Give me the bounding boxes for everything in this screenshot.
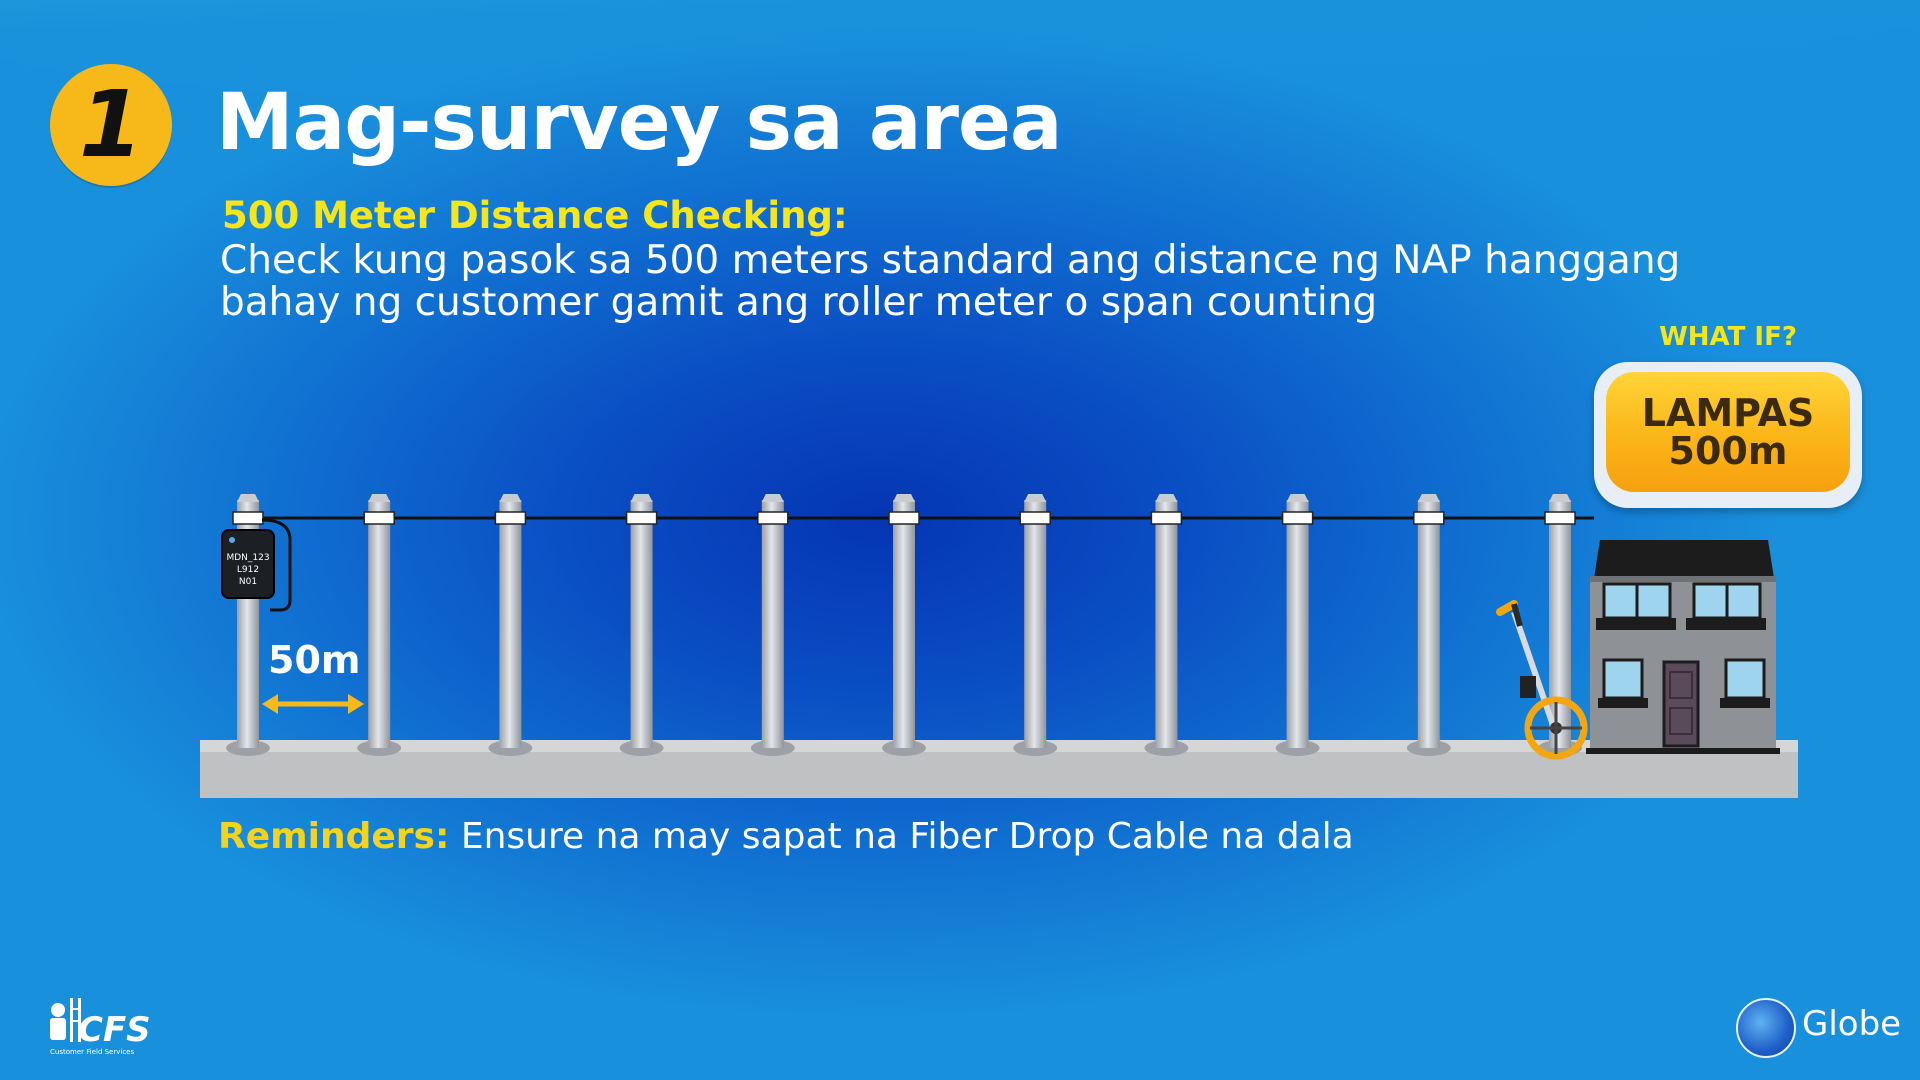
cfs-logo-subtitle: Customer Field Services <box>50 1048 135 1056</box>
slide-description: Check kung pasok sa 500 meters standard … <box>220 238 1681 325</box>
utility-pole-icon <box>750 494 795 756</box>
utility-pole-icon <box>357 494 402 756</box>
utility-pole-icon <box>1144 494 1189 756</box>
globe-logo-text: Globe <box>1802 1004 1902 1044</box>
utility-pole-icon <box>882 494 926 756</box>
lampas-text: LAMPAS 500m <box>1641 391 1815 473</box>
span-distance-label: 50m <box>268 638 361 682</box>
nap-box-icon: MDN_123 L912 N01 <box>221 518 292 612</box>
globe-logo-icon <box>1736 998 1796 1058</box>
slide-title: Mag-survey sa area <box>216 78 1062 168</box>
utility-pole-icon <box>1275 494 1320 756</box>
cfs-logo: CFS <box>78 1010 151 1050</box>
nap-label-2: L912 <box>237 565 259 575</box>
nap-label-1: MDN_123 <box>226 553 269 563</box>
cfs-worker-icon <box>50 998 81 1042</box>
reminder-text: Ensure na may sapat na Fiber Drop Cable … <box>460 816 1354 857</box>
lampas-badge: LAMPAS 500m <box>1594 362 1862 508</box>
step-number-badge: 1 <box>50 64 172 186</box>
nap-label-3: N01 <box>239 577 257 587</box>
utility-pole-icon <box>488 494 533 756</box>
what-if-label: WHAT IF? <box>1659 322 1797 352</box>
utility-pole-icon <box>1538 494 1582 756</box>
step-number: 1 <box>78 71 143 178</box>
lampas-badge-inner: LAMPAS 500m <box>1606 372 1850 492</box>
reminder-label: Reminders: <box>218 816 450 857</box>
utility-pole-icon <box>1406 494 1451 756</box>
poles <box>226 494 1582 756</box>
customer-house-icon <box>1586 540 1780 754</box>
reminder-line: Reminders: Ensure na may sapat na Fiber … <box>218 816 1354 857</box>
roller-meter-icon <box>1496 600 1588 760</box>
span-arrow-icon <box>262 694 364 714</box>
utility-pole-icon <box>619 494 664 756</box>
utility-pole-icon <box>1013 494 1058 756</box>
slide-subtitle: 500 Meter Distance Checking: <box>222 194 848 237</box>
